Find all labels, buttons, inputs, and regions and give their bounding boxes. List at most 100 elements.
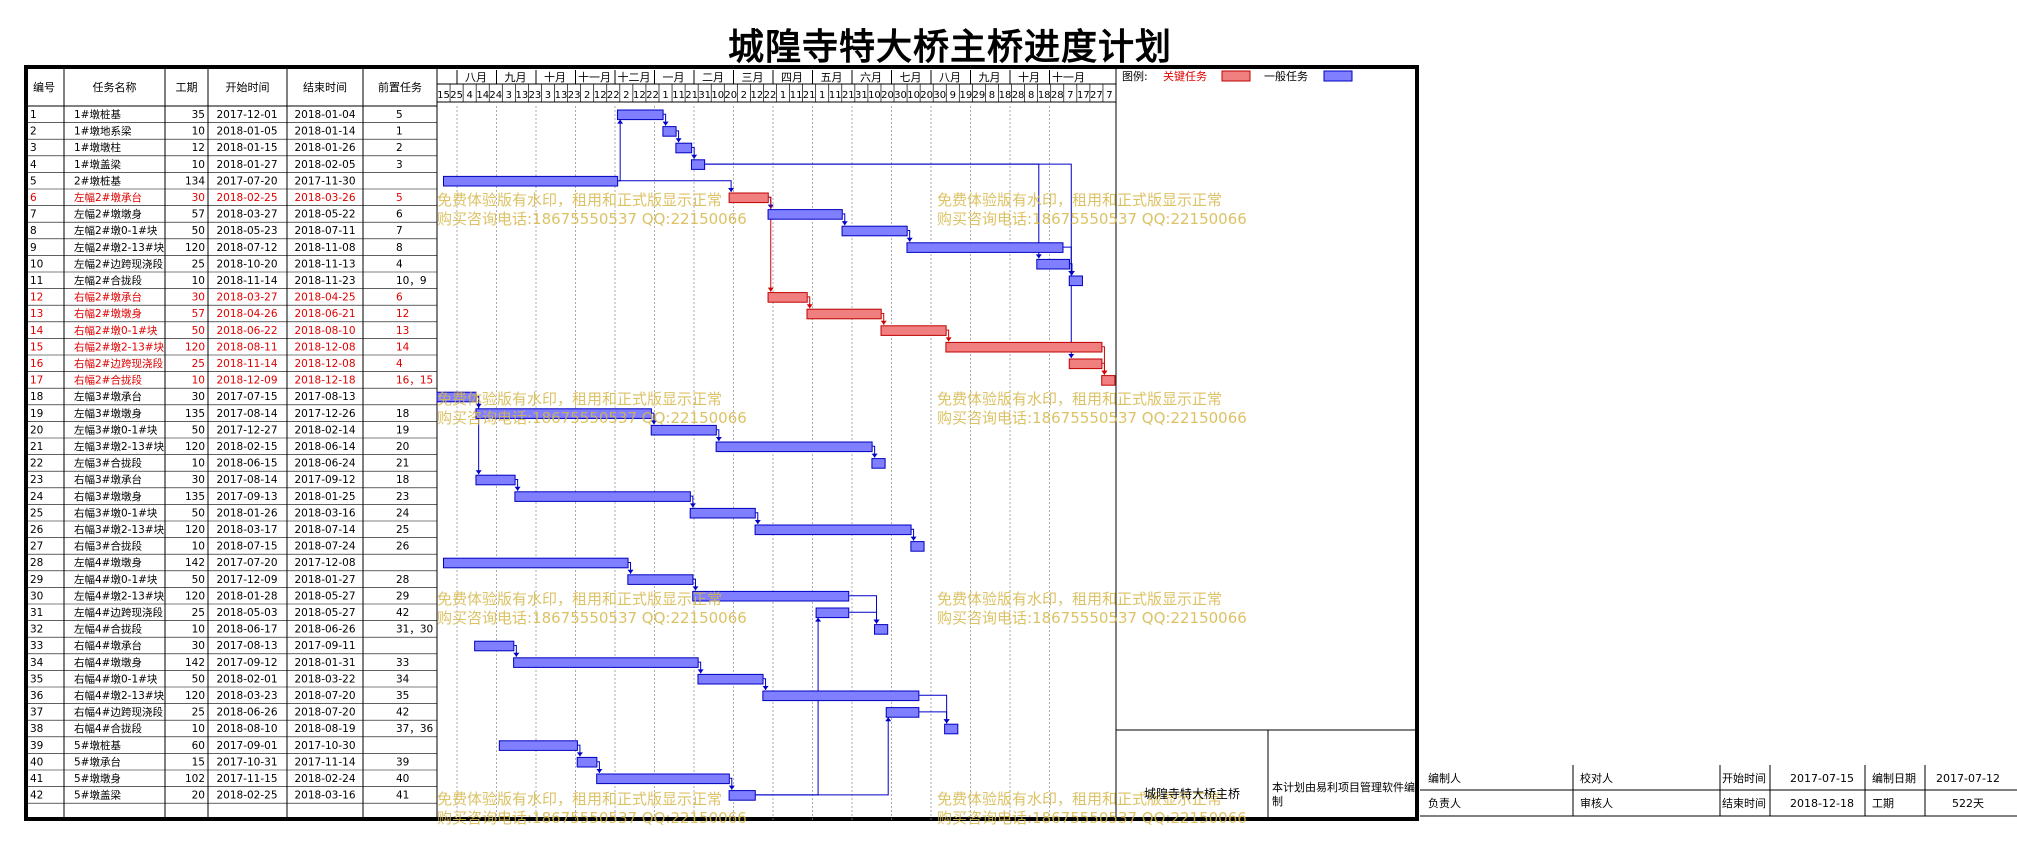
watermark-line: 购买咨询电话:18675550537 QQ:22150066 (437, 409, 747, 427)
gantt-bar (880, 325, 947, 336)
table-cell-end: 2018-03-26 (294, 192, 355, 204)
table-cell-end: 2017-11-30 (294, 175, 355, 187)
timescale-day: 31 (855, 90, 868, 101)
table-cell-name: 左幅4#合拢段 (74, 623, 142, 636)
table-cell-duration: 120 (185, 590, 205, 602)
gantt-bar (1101, 375, 1116, 386)
table-cell-end: 2018-01-14 (294, 126, 355, 138)
timescale-day: 2 (584, 90, 590, 101)
table-cell-end: 2018-01-27 (294, 574, 355, 586)
dependency-arrowhead (513, 652, 520, 657)
table-cell-start: 2018-07-12 (216, 242, 277, 254)
table-cell-duration: 134 (185, 175, 205, 187)
table-cell-end: 2018-04-25 (294, 292, 355, 304)
table-cell-duration: 30 (192, 192, 205, 204)
dependency-arrowhead (754, 520, 761, 524)
gantt-bar (442, 175, 619, 187)
table-cell-id: 34 (30, 657, 44, 669)
table-cell-end: 2017-10-30 (294, 740, 355, 752)
table-cell-predecessor: 31，30 (396, 624, 433, 636)
table-cell-name: 左幅3#墩墩身 (74, 407, 142, 420)
dependency-arrowhead (943, 719, 950, 724)
gantt-bar (697, 673, 764, 685)
table-cell-id: 22 (30, 458, 43, 470)
table-cell-predecessor: 16，15 (396, 375, 433, 387)
table-cell-predecessor: 18 (396, 408, 409, 420)
table-cell-predecessor: 42 (396, 607, 409, 619)
table-cell-duration: 135 (185, 408, 205, 420)
watermark-line: 免费体验版有水印，租用和正式版显示正常 (437, 790, 722, 808)
timescale-day: 15 (437, 90, 450, 101)
timescale-month: 四月 (781, 71, 803, 84)
dependency-arrowhead (871, 453, 878, 458)
table-cell-id: 15 (30, 341, 43, 353)
table-cell-duration: 35 (192, 109, 205, 121)
table-cell-end: 2018-01-25 (294, 491, 355, 503)
table-cell-end: 2018-01-26 (294, 142, 355, 154)
table-cell-duration: 57 (192, 308, 205, 320)
table-cell-name: 1#墩墩柱 (74, 141, 121, 154)
dependency-arrowhead (1035, 254, 1042, 259)
table-cell-end: 2017-11-14 (294, 756, 355, 768)
table-cell-name: 1#墩地系梁 (74, 125, 132, 138)
table-cell-duration: 50 (192, 673, 205, 685)
table-cell-duration: 12 (192, 142, 205, 154)
table-cell-end: 2018-02-14 (294, 424, 355, 436)
gantt-bar (475, 474, 516, 486)
dependency-arrowhead (617, 119, 624, 124)
table-cell-name: 2#墩桩基 (74, 174, 121, 187)
table-cell-start: 2018-06-17 (216, 624, 277, 636)
table-cell-name: 左幅2#墩2-13#块 (74, 241, 165, 254)
table-cell-name: 1#墩盖梁 (74, 158, 121, 171)
gantt-bar (910, 541, 925, 552)
table-cell-predecessor: 37，36 (396, 723, 434, 735)
watermark-line: 购买咨询电话:18675550537 QQ:22150066 (437, 809, 747, 827)
timescale-day: 3 (545, 90, 551, 101)
table-cell-id: 4 (30, 159, 37, 171)
table-cell-end: 2018-05-27 (294, 590, 355, 602)
table-cell-name: 右幅3#墩承台 (74, 473, 142, 486)
timescale-day: 21 (685, 90, 698, 101)
footer-field-value: 522天 (1952, 797, 1984, 810)
timescale-day: 29 (973, 90, 986, 101)
dependency-link (849, 595, 878, 624)
table-cell-predecessor: 8 (396, 242, 403, 254)
timescale-day: 8 (1028, 90, 1034, 101)
table-cell-duration: 120 (185, 242, 205, 254)
table-header-cell: 开始时间 (226, 80, 270, 94)
table-cell-end: 2018-08-19 (294, 723, 355, 735)
timescale-day: 27 (1090, 90, 1103, 101)
table-cell-predecessor: 14 (396, 341, 410, 353)
timescale-day: 31 (698, 90, 711, 101)
gantt-bar (436, 391, 477, 403)
table-cell-duration: 57 (192, 209, 205, 221)
table-cell-name: 1#墩桩基 (74, 108, 121, 121)
timescale-month: 十月 (544, 70, 566, 84)
table-cell-id: 16 (30, 358, 44, 370)
gantt-bar (689, 507, 756, 519)
table-cell-start: 2018-02-15 (216, 441, 277, 453)
gantt-bar (728, 790, 756, 801)
timescale-day: 12 (594, 90, 607, 101)
table-cell-name: 左幅4#墩0-1#块 (74, 573, 158, 586)
dependency-arrowhead (885, 717, 892, 722)
timescale-day: 22 (764, 90, 777, 101)
dependency-arrowhead (675, 138, 682, 143)
timescale-month: 九月 (979, 71, 1001, 84)
dependency-arrowhead (873, 619, 880, 624)
timescale-month: 八月 (939, 71, 961, 84)
dependency-arrowhead (692, 586, 699, 591)
gantt-bar (513, 657, 699, 668)
table-cell-predecessor: 28 (396, 574, 409, 586)
gantt-bar (690, 159, 706, 170)
table-cell-start: 2017-07-15 (216, 391, 277, 403)
table-cell-predecessor: 21 (396, 458, 409, 470)
table-cell-predecessor: 40 (396, 773, 409, 785)
table-cell-start: 2018-02-01 (216, 673, 277, 685)
timescale-day: 28 (1012, 90, 1025, 101)
table-cell-id: 6 (30, 192, 37, 204)
table-cell-duration: 25 (192, 358, 205, 370)
timescale-day: 3 (506, 90, 512, 101)
table-cell-start: 2017-10-31 (216, 756, 277, 768)
gantt-bar (906, 242, 1064, 253)
